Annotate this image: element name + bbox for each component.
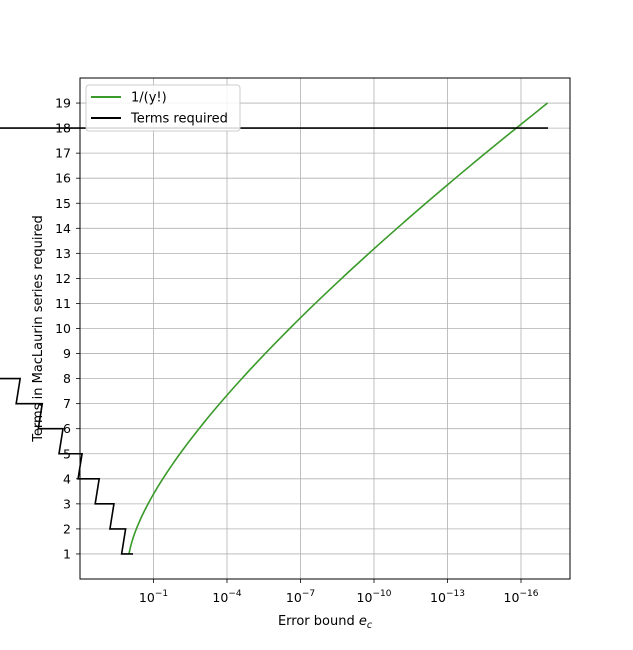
y-tick-label: 7 (63, 396, 71, 411)
y-tick-label: 3 (63, 496, 71, 511)
x-tick-label-base: 10 (357, 590, 373, 605)
y-tick-label: 16 (55, 171, 71, 186)
x-tick-label-exponent: −7 (302, 589, 315, 599)
axis-ticks: 10−1 10−4 10−7 10−10 10−13 10−161234567891011… (55, 96, 539, 605)
y-tick-label: 8 (63, 371, 71, 386)
series-line-terms-required (0, 127, 548, 555)
series-layer (0, 102, 549, 555)
x-tick-label: 10−4 (212, 589, 241, 605)
x-tick-label-exponent: −1 (155, 589, 168, 599)
y-tick-label: 18 (55, 121, 71, 136)
y-tick-label: 17 (55, 146, 71, 161)
y-tick-label: 10 (55, 321, 71, 336)
x-tick-label: 10−1 (139, 589, 168, 605)
y-tick-label: 4 (63, 471, 71, 486)
y-tick-label: 14 (55, 221, 71, 236)
y-tick-label: 13 (55, 246, 71, 261)
y-tick-label: 19 (55, 96, 71, 111)
grid-lines (80, 78, 570, 579)
x-tick-label-base: 10 (504, 590, 520, 605)
legend-box (85, 84, 241, 132)
x-axis-label-subscript: c (367, 620, 373, 631)
x-tick-label-base: 10 (430, 590, 446, 605)
x-axis-label-variable: e (359, 614, 367, 629)
legend-label-series-1: Terms required (130, 112, 228, 127)
x-tick-label-exponent: −10 (372, 589, 391, 599)
x-tick-label-base: 10 (139, 590, 155, 605)
x-tick-label-exponent: −13 (446, 589, 465, 599)
y-tick-label: 12 (55, 271, 71, 286)
x-tick-label: 10−10 (357, 589, 392, 605)
y-tick-label: 2 (63, 521, 71, 536)
x-tick-label: 10−7 (286, 589, 315, 605)
y-tick-label: 1 (63, 546, 71, 561)
x-tick-label-base: 10 (212, 590, 228, 605)
x-axis-label-main: Error bound (278, 614, 359, 629)
legend-label-series-0: 1/(y!) (131, 91, 167, 106)
y-tick-label: 11 (55, 296, 71, 311)
y-tick-label: 6 (63, 421, 71, 436)
x-tick-label-exponent: −4 (228, 589, 242, 599)
y-tick-label: 9 (63, 346, 71, 361)
x-tick-label: 10−13 (430, 589, 465, 605)
legend: 1/(y!) Terms required (85, 84, 241, 132)
x-axis-label: Error bound ec (278, 614, 373, 631)
y-tick-label: 5 (63, 446, 71, 461)
x-tick-label: 10−16 (504, 589, 539, 605)
y-axis-label: Terms in MacLaurin series required (31, 215, 46, 443)
x-tick-label-exponent: −16 (519, 589, 538, 599)
x-tick-label-base: 10 (286, 590, 302, 605)
y-tick-label: 15 (55, 196, 71, 211)
series-line-1-over-y-factorial (128, 102, 549, 555)
